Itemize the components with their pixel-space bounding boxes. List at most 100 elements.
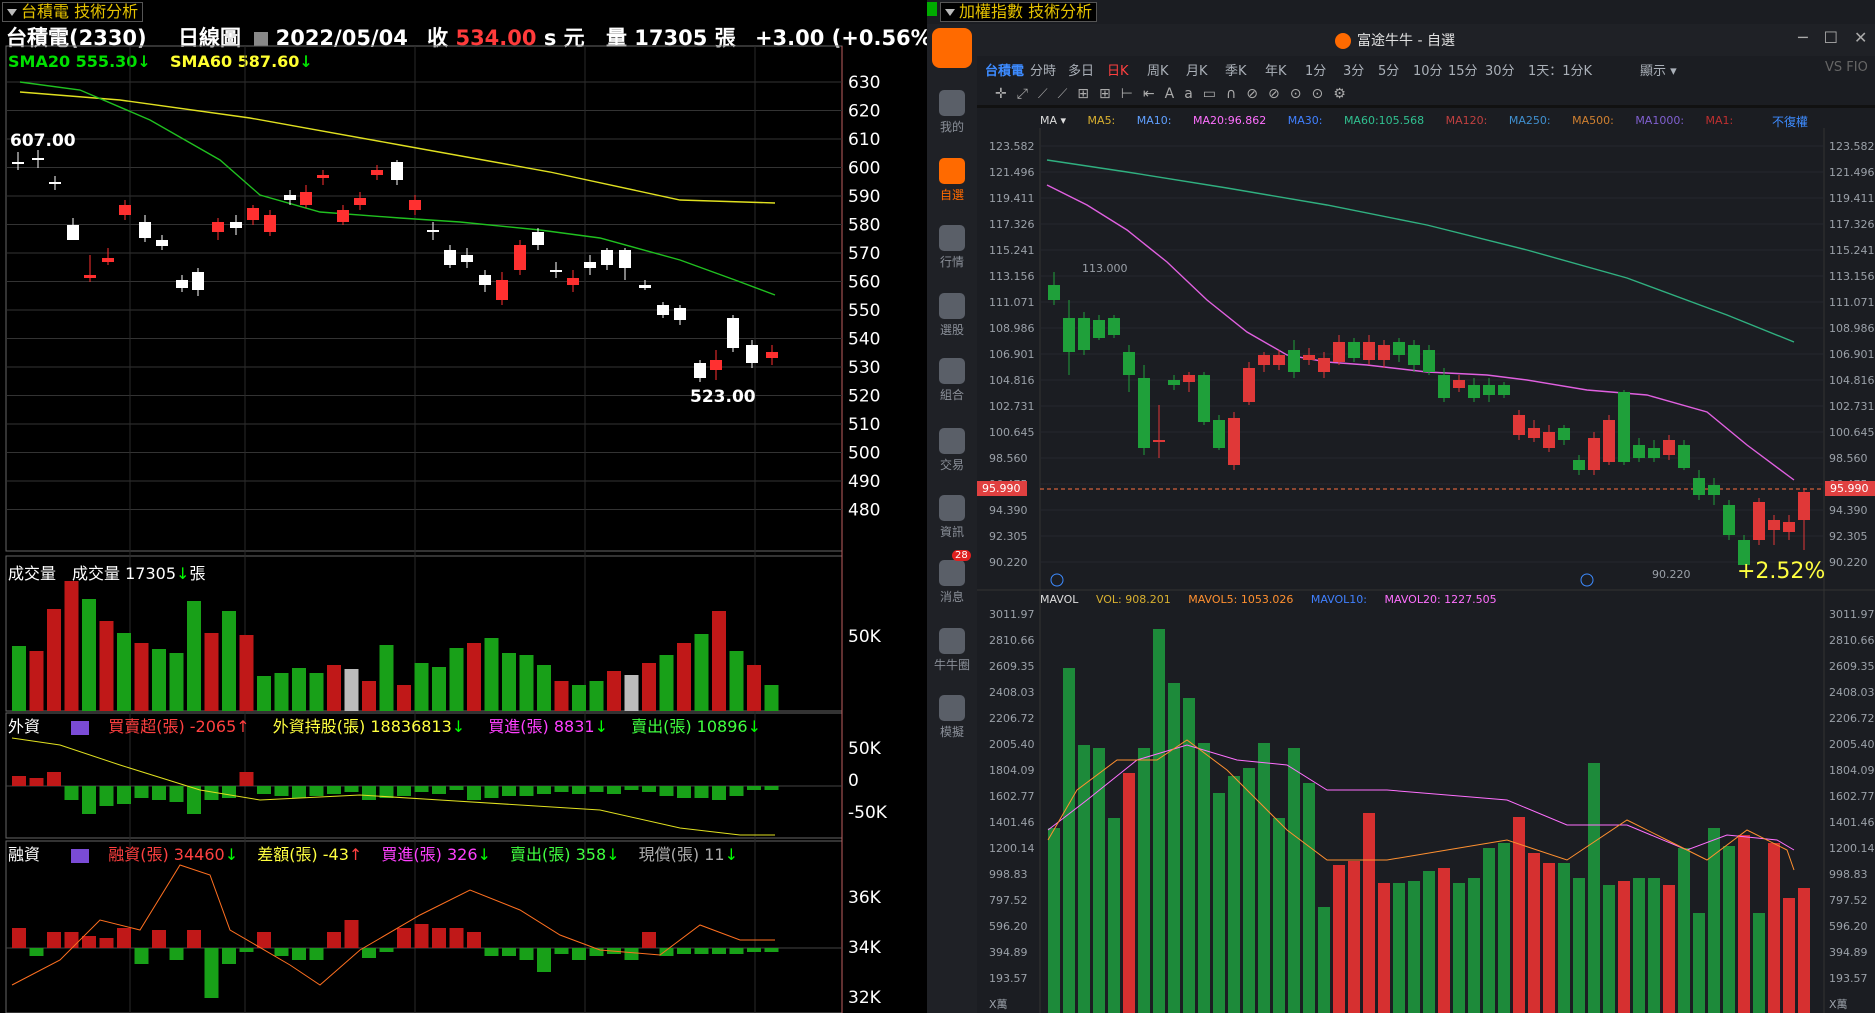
- period-tab-8[interactable]: 3分: [1343, 64, 1365, 79]
- sidebar-item-4[interactable]: 組合: [932, 358, 972, 403]
- volume-bar: [327, 665, 341, 711]
- volume-bar: [64, 581, 79, 711]
- candle-body: [1153, 440, 1165, 442]
- period-tab-4[interactable]: 月K: [1186, 64, 1208, 79]
- sidebar-item-8[interactable]: 牛牛圈: [932, 628, 972, 673]
- volume-bar: [747, 665, 761, 711]
- margin-bar: [134, 948, 149, 964]
- left-price-chart[interactable]: 630 620 610 600 590 580 570 560 550 540 530 520 510 5…: [0, 0, 927, 1013]
- candle-body: [1483, 385, 1495, 395]
- candle-body: [1648, 448, 1660, 458]
- dropdown-icon[interactable]: [7, 9, 17, 16]
- sidebar-icon: [939, 225, 965, 251]
- rights-button[interactable]: 不復權: [1772, 115, 1809, 129]
- period-tab-7[interactable]: 1分: [1305, 64, 1327, 79]
- sidebar-item-2[interactable]: 行情: [932, 225, 972, 270]
- candle-body: [176, 280, 188, 288]
- period-tab-2[interactable]: 日K: [1107, 64, 1129, 79]
- sidebar-item-7[interactable]: 消息: [932, 560, 972, 605]
- volume-bar: [1483, 848, 1495, 1013]
- candle-body: [694, 363, 706, 378]
- left-window-tab[interactable]: 台積電 技術分析: [2, 2, 144, 22]
- period-tab-11[interactable]: 15分: [1448, 64, 1478, 79]
- volume-bar: [379, 645, 394, 711]
- candle-body: [461, 255, 473, 262]
- candle-body: [1108, 318, 1120, 335]
- volume-bar: [1453, 883, 1465, 1013]
- right-window-tab-label: 加權指數 技術分析: [959, 2, 1093, 21]
- volume-bar: [82, 599, 96, 711]
- volume-bar: [152, 649, 166, 711]
- right-window-tab[interactable]: 加權指數 技術分析: [940, 2, 1098, 22]
- sidebar-item-3[interactable]: 選股: [932, 293, 972, 338]
- mavol5-line: [1047, 739, 1795, 871]
- volume-bar: [449, 648, 464, 711]
- drawing-tools[interactable]: ✛⤢⟋⟋⊞⊞⊢⇤Aa▭∩⊘⊘⊙⊙⚙: [995, 86, 1356, 102]
- vol-tick-left: 797.52: [989, 894, 1028, 907]
- volume-bar: [1528, 853, 1540, 1013]
- vol-tick-right: 1401.46: [1829, 816, 1875, 829]
- candle-body: [1783, 522, 1795, 532]
- candle-body: [300, 192, 312, 205]
- volume-bar: [1183, 698, 1195, 1013]
- price-tick: 580: [848, 216, 880, 236]
- period-tab-6[interactable]: 年K: [1265, 64, 1287, 79]
- foreign-bar: [747, 786, 761, 790]
- margin-bar: [222, 948, 236, 964]
- sidebar-item-6[interactable]: 資訊: [932, 495, 972, 540]
- volume-bar: [1468, 878, 1480, 1013]
- candle-body: [32, 158, 44, 160]
- ma-indicator-bar[interactable]: MA ▾ MA5: MA10: MA20:96.862 MA30: MA60:1…: [1040, 114, 1734, 127]
- sidebar-item-9[interactable]: 模擬: [932, 695, 972, 740]
- period-tab-9[interactable]: 5分: [1378, 64, 1400, 79]
- right-price-chart[interactable]: 123.582 123.582 121.496 121.496 119.411 119.4…: [927, 0, 1875, 1013]
- vol-tick-left: 596.20: [989, 920, 1028, 933]
- stock-tab[interactable]: 台積電: [985, 64, 1025, 79]
- candle-body: [496, 280, 508, 300]
- period-tab-10[interactable]: 10分: [1413, 64, 1443, 79]
- display-button[interactable]: 顯示 ▾: [1640, 64, 1677, 79]
- event-marker-icon: [1580, 573, 1594, 587]
- dropdown-icon[interactable]: [945, 9, 955, 16]
- period-tab-0[interactable]: 分時: [1030, 64, 1057, 79]
- volume-bar: [1393, 883, 1405, 1013]
- left-chart-window: 台積電 技術分析 台積電(2330) 日線圖 2022/05/04 收 534.…: [0, 0, 941, 1013]
- checkbox-icon[interactable]: [254, 32, 269, 46]
- volume-bar: [1708, 828, 1720, 1013]
- sidebar-item-5[interactable]: 交易: [932, 428, 972, 473]
- message-badge: 28: [952, 550, 971, 561]
- app-logo-icon[interactable]: [932, 28, 972, 68]
- period-tab-5[interactable]: 季K: [1225, 64, 1247, 79]
- period-tab-13[interactable]: 1天：1分K: [1528, 64, 1593, 79]
- period-tab-1[interactable]: 多日: [1068, 64, 1095, 79]
- list-icon[interactable]: [71, 720, 90, 735]
- vs-label[interactable]: VS FIO: [1825, 60, 1868, 75]
- vol-indicator-bar[interactable]: MAVOL VOL: 908.201 MAVOL5: 1053.026 MAVO…: [1040, 593, 1497, 606]
- divider: [977, 105, 1875, 108]
- low-label: 90.220: [1652, 568, 1691, 581]
- price-tick: 590: [848, 187, 880, 207]
- volume-bar: [1573, 878, 1585, 1013]
- period-tab-3[interactable]: 周K: [1147, 64, 1169, 79]
- candle-body: [444, 250, 456, 265]
- price-tick: 480: [848, 501, 880, 521]
- margin-bar: [432, 928, 446, 948]
- volume-bar: [99, 621, 114, 711]
- ma60: MA60:: [1343, 114, 1379, 127]
- foreign-bar: [659, 786, 674, 796]
- sidebar-item-1[interactable]: 自選: [932, 158, 972, 203]
- candle-body: [1168, 380, 1180, 385]
- sidebar-item-0[interactable]: 我的: [932, 90, 972, 135]
- ma60-value: 105.568: [1378, 114, 1425, 127]
- mavol5: MAVOL5: 1053.026: [1188, 593, 1294, 606]
- vol-tick-right: 193.57: [1829, 972, 1868, 985]
- sidebar-label: 我的: [939, 120, 964, 134]
- volume-unit: 張: [714, 26, 736, 50]
- candle-body: [119, 205, 131, 215]
- period-tab-12[interactable]: 30分: [1485, 64, 1515, 79]
- price-tick-right: 123.582: [1829, 140, 1875, 153]
- margin-bar: [239, 948, 254, 952]
- window-controls[interactable]: ─☐✕: [1798, 28, 1875, 47]
- sidebar-icon: [939, 358, 965, 384]
- list-icon[interactable]: [71, 848, 90, 863]
